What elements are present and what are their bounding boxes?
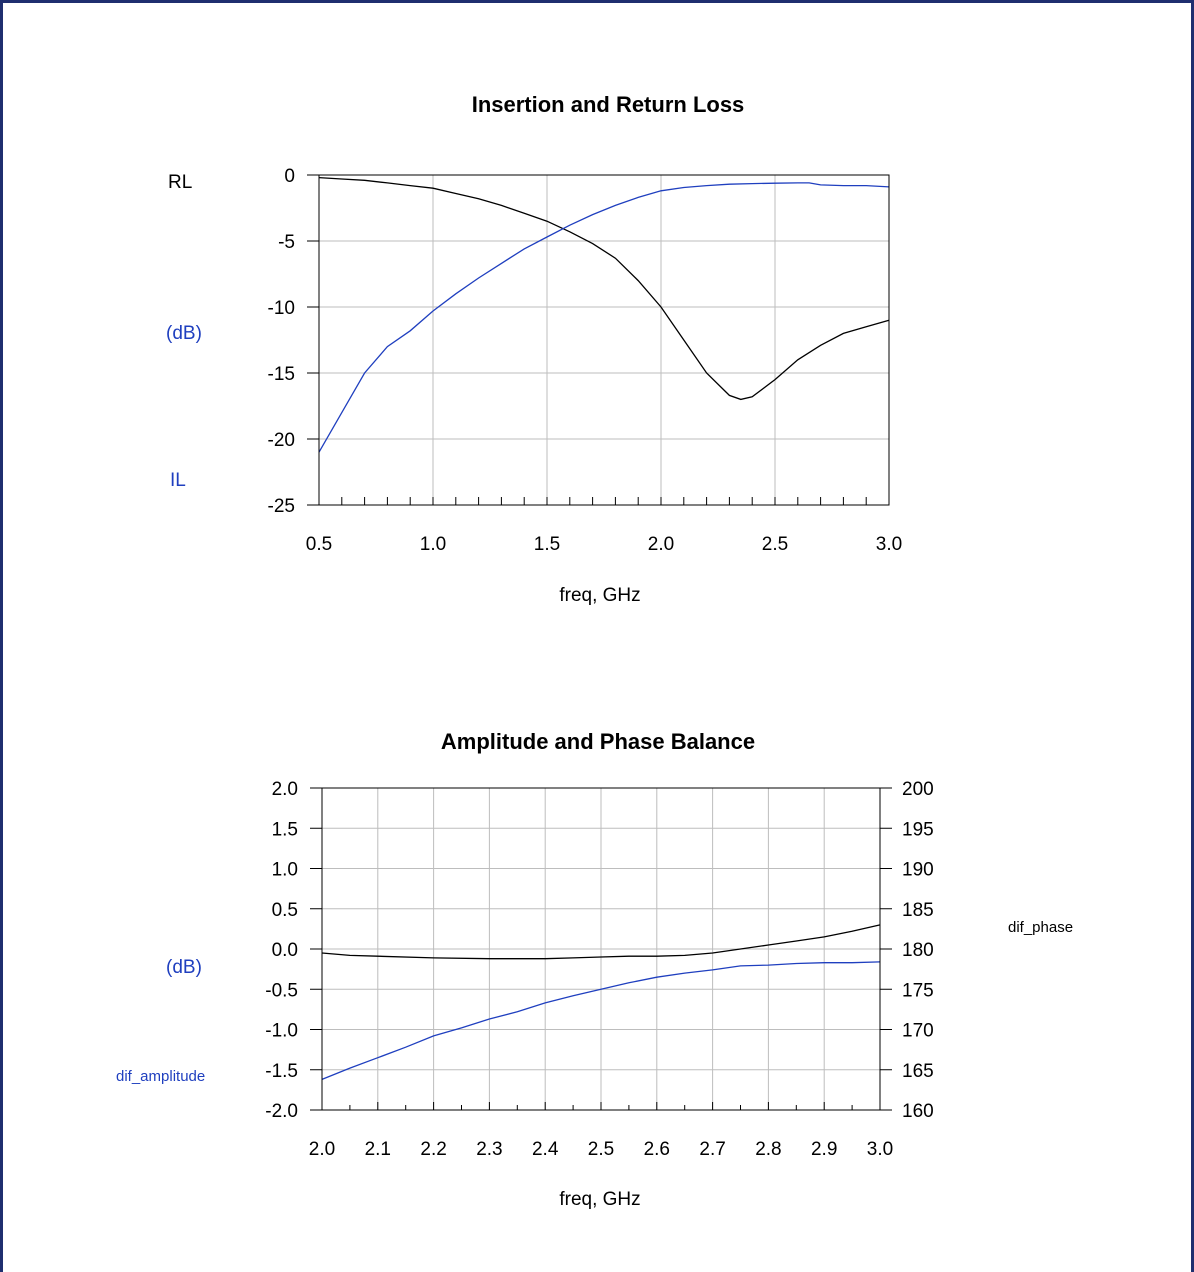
chart2-y-left-tick-label: 1.0 [272,860,298,881]
chart2-unit-label: (dB) [166,957,202,978]
chart1-plot-border [318,174,890,506]
chart1-x-tick-label: 2.5 [762,534,788,555]
chart2-y-right-tick-label: 185 [902,900,934,921]
chart2-title: Amplitude and Phase Balance [441,729,755,754]
chart2-series-dif_phase-line [321,924,881,960]
chart2-dif-phase-label: dif_phase [1008,919,1073,936]
chart2-x-tick-label: 2.8 [755,1139,781,1160]
chart1-x-tick-label: 3.0 [876,534,902,555]
chart2-y-left-tick-label: -2.0 [265,1101,298,1122]
chart1-y-tick-label: -5 [278,232,295,253]
chart1-y-tick-label: 0 [284,166,295,187]
chart1-x-tick-label: 1.0 [420,534,446,555]
chart2-x-axis-label: freq, GHz [559,1189,640,1210]
chart1-rl-label: RL [168,172,192,193]
chart1-il-label: IL [170,470,186,491]
chart2-plot-border [321,787,881,1111]
chart2-y-right-tick-label: 170 [902,1021,934,1042]
chart1-ticks: 0.5 1.0 1.5 2.0 2.5 3.0 0 -5 -10 -15 -20 -25 [268,166,903,555]
chart1-y-tick-label: -20 [268,430,295,451]
chart2-series [321,924,881,1081]
chart2-y-right-tick-label: 190 [902,860,934,881]
chart2-y-left-tick-label: 0.0 [272,940,298,961]
chart2-x-tick-label: 2.6 [644,1139,670,1160]
chart2-y-right-tick-label: 200 [902,779,934,800]
chart2-x-tick-label: 3.0 [867,1139,893,1160]
chart1-y-tick-label: -10 [268,298,295,319]
chart1-y-tick-label: -25 [268,496,295,517]
chart-amplitude-phase-balance: Amplitude and Phase Balance (dB) dif_amp… [116,729,1073,1210]
chart2-y-left-tick-label: -1.5 [265,1061,298,1082]
chart1-x-tick-label: 0.5 [306,534,332,555]
chart2-y-right-tick-label: 195 [902,819,934,840]
chart2-grid [322,788,880,1110]
chart1-y-tick-label: -15 [268,364,295,385]
chart1-title: Insertion and Return Loss [472,92,745,117]
chart2-y-left-tick-label: 0.5 [272,900,298,921]
chart1-x-axis-label: freq, GHz [559,585,640,606]
chart1-grid [319,175,889,505]
chart2-y-left-tick-label: -0.5 [265,980,298,1001]
chart2-y-right-tick-label: 180 [902,940,934,961]
chart2-y-left-tick-label: 2.0 [272,779,298,800]
chart2-ticks: 2.0 2.1 2.2 2.3 2.4 2.5 2.6 2.7 2.8 2.9 3.0 2.0 1.5 1… [265,779,933,1160]
chart2-x-tick-label: 2.2 [420,1139,446,1160]
chart2-x-tick-label: 2.4 [532,1139,559,1160]
chart2-dif-amplitude-label: dif_amplitude [116,1068,205,1085]
chart1-x-tick-label: 2.0 [648,534,674,555]
chart1-unit-label: (dB) [166,323,202,344]
chart2-x-tick-label: 2.3 [476,1139,502,1160]
chart2-x-tick-label: 2.5 [588,1139,614,1160]
chart1-x-tick-label: 1.5 [534,534,560,555]
chart2-y-left-tick-label: 1.5 [272,819,298,840]
chart2-y-right-tick-label: 175 [902,980,934,1001]
chart2-series-dif_amplitude-line [321,961,881,1081]
chart2-x-tick-label: 2.0 [309,1139,335,1160]
chart2-x-tick-label: 2.9 [811,1139,837,1160]
chart1-series-rl-line [318,176,890,401]
chart2-y-left-tick-label: -1.0 [265,1021,298,1042]
chart1-series-il-line [318,182,890,453]
chart2-x-tick-label: 2.1 [365,1139,391,1160]
chart2-y-right-tick-label: 165 [902,1061,934,1082]
chart2-x-tick-label: 2.7 [699,1139,725,1160]
chart1-series [318,176,890,453]
chart-insertion-return-loss: Insertion and Return Loss RL (dB) IL fre… [166,92,902,606]
chart2-y-right-tick-label: 160 [902,1101,934,1122]
